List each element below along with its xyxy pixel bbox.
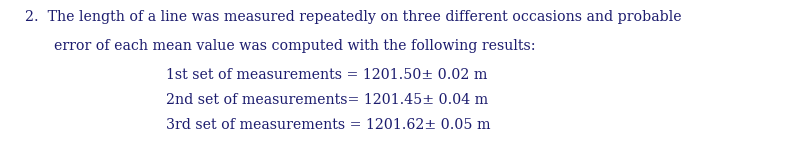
Text: 2nd set of measurements= 1201.45± 0.04 m: 2nd set of measurements= 1201.45± 0.04 m: [166, 93, 488, 107]
Text: 2.  The length of a line was measured repeatedly on three different occasions an: 2. The length of a line was measured rep…: [25, 10, 682, 24]
Text: 1st set of measurements = 1201.50± 0.02 m: 1st set of measurements = 1201.50± 0.02 …: [166, 68, 487, 82]
Text: error of each mean value was computed with the following results:: error of each mean value was computed wi…: [54, 39, 535, 53]
Text: 3rd set of measurements = 1201.62± 0.05 m: 3rd set of measurements = 1201.62± 0.05 …: [166, 118, 490, 132]
